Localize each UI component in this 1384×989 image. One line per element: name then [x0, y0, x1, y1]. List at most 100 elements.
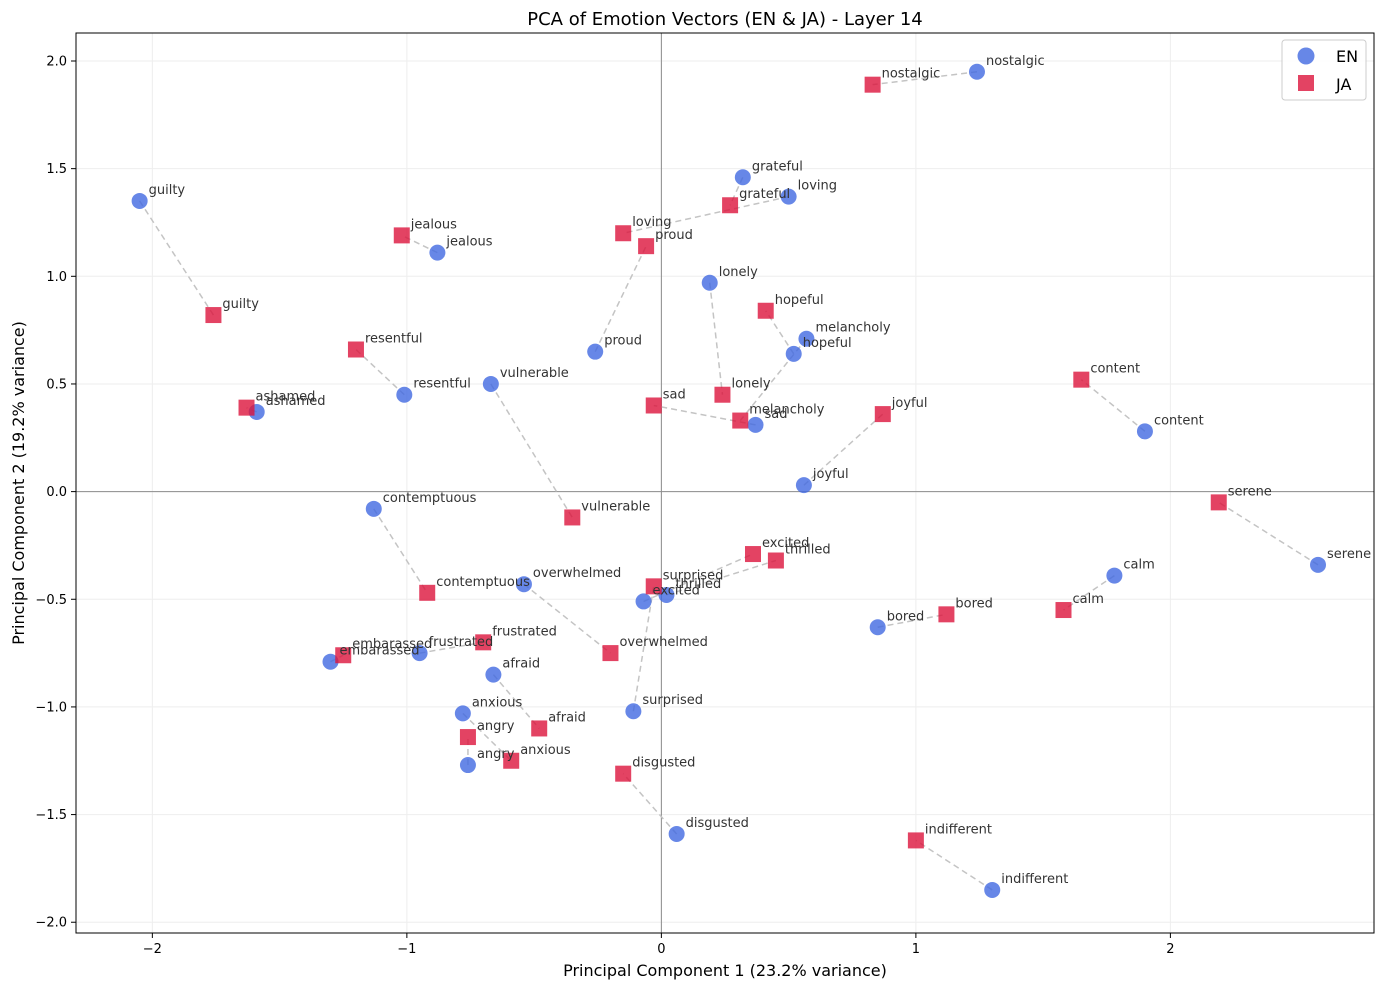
- point-ja-angry: [459, 729, 476, 746]
- point-ja-ashamed: [238, 399, 255, 416]
- label-ja-sad: sad: [663, 387, 686, 402]
- legend-marker-en: [1297, 47, 1315, 65]
- pair-line-afraid: [492, 674, 540, 729]
- point-en-frustrated: [411, 645, 428, 662]
- x-axis-title: Principal Component 1 (23.2% variance): [563, 961, 887, 980]
- point-en-serene: [1310, 556, 1327, 573]
- label-ja-disgusted: disgusted: [632, 756, 695, 771]
- point-en-guilty: [131, 192, 148, 209]
- pair-line-joyful: [803, 413, 884, 486]
- label-en-hopeful: hopeful: [803, 336, 852, 351]
- point-en-grateful: [734, 169, 751, 186]
- point-en-afraid: [485, 666, 502, 683]
- point-ja-joyful: [874, 406, 891, 423]
- point-ja-proud: [638, 238, 655, 255]
- pair-line-bored: [877, 613, 947, 628]
- point-ja-bored: [938, 606, 955, 623]
- y-tick-label: 1.5: [46, 162, 67, 177]
- label-ja-joyful: joyful: [891, 396, 928, 411]
- point-en-angry: [459, 757, 476, 774]
- pair-line-guilty: [138, 200, 215, 316]
- y-tick-label: −2.0: [35, 916, 67, 931]
- label-ja-guilty: guilty: [222, 297, 259, 312]
- data-points: [131, 63, 1327, 898]
- x-ticks: −2 −1 0 1 2: [143, 933, 1175, 957]
- point-ja-vulnerable: [564, 509, 581, 526]
- plot-frame: [75, 32, 1375, 934]
- label-en-guilty: guilty: [149, 183, 186, 198]
- point-en-lonely: [701, 274, 718, 291]
- point-en-excited: [635, 593, 652, 610]
- label-ja-overwhelmed: overwhelmed: [619, 635, 707, 650]
- legend: EN JA: [1281, 39, 1367, 101]
- label-ja-lonely: lonely: [731, 377, 770, 392]
- point-ja-hopeful: [757, 302, 774, 319]
- label-en-embarassed: embarassed: [340, 644, 420, 659]
- point-ja-calm: [1055, 602, 1072, 619]
- point-en-jealous: [429, 244, 446, 261]
- point-ja-frustrated: [475, 634, 492, 651]
- point-ja-jealous: [393, 227, 410, 244]
- pair-line-contemptuous: [373, 508, 428, 594]
- x-tick-label: 2: [1166, 942, 1174, 957]
- x-tick-label: 1: [912, 942, 920, 957]
- point-ja-surprised: [645, 578, 662, 595]
- point-en-hopeful: [785, 345, 802, 362]
- label-en-nostalgic: nostalgic: [986, 54, 1045, 69]
- point-ja-lonely: [714, 386, 731, 403]
- pair-line-anxious: [462, 712, 512, 762]
- point-en-nostalgic: [968, 63, 985, 80]
- grid: [76, 33, 1374, 933]
- pair-line-surprised: [632, 586, 655, 712]
- point-en-melancholy: [798, 330, 815, 347]
- label-ja-grateful: grateful: [739, 187, 790, 202]
- label-en-vulnerable: vulnerable: [500, 366, 569, 381]
- point-labels: guilty jealous resentful ashamed vulnerable p…: [149, 54, 1371, 887]
- label-en-frustrated: frustrated: [429, 635, 494, 650]
- y-tick-label: −0.5: [35, 593, 67, 608]
- label-en-content: content: [1154, 413, 1204, 428]
- label-en-overwhelmed: overwhelmed: [533, 566, 621, 581]
- pair-line-disgusted: [622, 773, 678, 835]
- pair-connectors: [138, 71, 1319, 891]
- pair-line-nostalgic: [872, 71, 978, 86]
- point-en-contemptuous: [365, 500, 382, 517]
- label-ja-indifferent: indifferent: [925, 822, 992, 837]
- legend-label-en: EN: [1336, 47, 1358, 66]
- pair-line-content: [1080, 379, 1146, 432]
- label-ja-ashamed: ashamed: [256, 390, 316, 405]
- point-ja-embarassed: [335, 647, 352, 664]
- point-ja-loving: [615, 225, 632, 242]
- label-ja-surprised: surprised: [663, 568, 724, 583]
- pair-line-loving: [623, 195, 789, 234]
- label-en-excited: excited: [653, 583, 700, 598]
- point-en-vulnerable: [482, 375, 499, 392]
- label-ja-resentful: resentful: [365, 332, 423, 347]
- point-ja-indifferent: [907, 832, 924, 849]
- pair-line-sad: [653, 404, 756, 426]
- y-tick-label: −1.5: [35, 808, 67, 823]
- point-en-content: [1136, 423, 1153, 440]
- y-tick-label: 0.0: [46, 485, 67, 500]
- pair-line-overwhelmed: [523, 583, 611, 654]
- point-en-proud: [587, 343, 604, 360]
- label-en-contemptuous: contemptuous: [383, 491, 477, 506]
- label-en-grateful: grateful: [752, 159, 803, 174]
- label-ja-afraid: afraid: [548, 710, 586, 725]
- pair-line-calm: [1063, 574, 1115, 611]
- y-tick-label: 1.0: [46, 270, 67, 285]
- point-ja-serene: [1210, 494, 1227, 511]
- point-en-indifferent: [984, 881, 1001, 898]
- label-en-proud: proud: [604, 334, 642, 349]
- label-en-lonely: lonely: [719, 265, 758, 280]
- pair-line-melancholy: [739, 338, 808, 422]
- label-en-joyful: joyful: [812, 467, 849, 482]
- point-ja-thrilled: [767, 552, 784, 569]
- label-en-indifferent: indifferent: [1001, 872, 1068, 887]
- label-ja-anxious: anxious: [520, 743, 571, 758]
- label-ja-excited: excited: [762, 536, 809, 551]
- label-en-bored: bored: [887, 609, 925, 624]
- pair-line-vulnerable: [490, 383, 573, 518]
- point-en-thrilled: [658, 586, 675, 603]
